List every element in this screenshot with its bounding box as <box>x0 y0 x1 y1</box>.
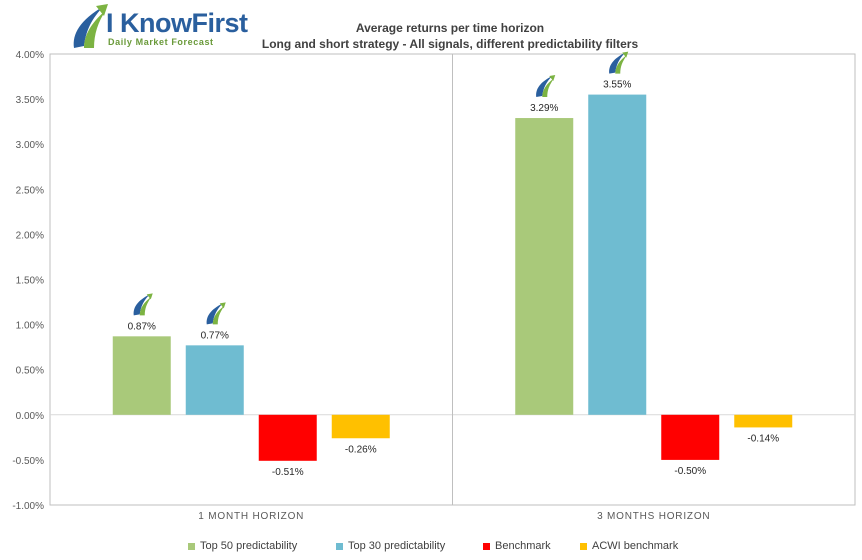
bar <box>588 94 647 415</box>
legend-item: ACWI benchmark <box>580 540 678 552</box>
data-label: -0.26% <box>345 444 377 455</box>
y-tick-label: 4.00% <box>16 50 44 61</box>
legend-label: Top 50 predictability <box>200 540 298 552</box>
y-tick-label: 0.00% <box>16 411 44 422</box>
data-label: 3.55% <box>603 80 631 91</box>
y-tick-label: 3.50% <box>16 95 44 106</box>
bar <box>112 336 171 415</box>
y-tick-label: 2.00% <box>16 230 44 241</box>
y-tick-label: 1.50% <box>16 276 44 287</box>
logo: I KnowFirst Daily Market Forecast <box>68 4 248 52</box>
x-category-label: 3 MONTHS HORIZON <box>597 511 710 522</box>
chart-title-block: Average returns per time horizon Long an… <box>240 20 660 52</box>
legend-label: ACWI benchmark <box>592 540 679 552</box>
legend-swatch <box>580 542 587 550</box>
rising-arrow-icon <box>206 302 226 325</box>
chart-subtitle: Long and short strategy - All signals, d… <box>261 37 639 51</box>
y-tick-label: 3.00% <box>16 140 44 151</box>
legend-label: Top 30 predictability <box>348 540 446 552</box>
legend-item: Top 50 predictability <box>188 540 297 552</box>
bar <box>258 414 317 461</box>
legend-swatch <box>483 542 490 550</box>
chart-title: Average returns per time horizon <box>355 21 545 35</box>
legend-item: Top 30 predictability <box>336 540 445 552</box>
logo-brand: I KnowFirst <box>106 8 248 38</box>
rising-arrow-icon <box>133 293 153 316</box>
rising-arrow-icon <box>609 51 629 74</box>
y-tick-label: -0.50% <box>12 456 44 467</box>
legend-swatch <box>188 542 195 550</box>
logo-arrow-icon <box>73 4 108 48</box>
data-label: 0.77% <box>201 330 229 341</box>
bar <box>331 414 390 439</box>
data-label: 0.87% <box>128 321 156 332</box>
bar <box>734 414 793 428</box>
bar-chart: 4.00% 3.50% 3.00% 2.50% 2.00% 1.50% 1.00% 0.50%… <box>12 50 856 522</box>
bar <box>661 414 720 460</box>
legend-item: Benchmark <box>483 540 551 552</box>
y-tick-label: 0.50% <box>16 366 44 377</box>
chart-legend: Top 50 predictability Top 30 predictabili… <box>0 540 862 556</box>
rising-arrow-icon <box>536 75 556 98</box>
logo-tagline: Daily Market Forecast <box>108 37 214 47</box>
bar <box>515 118 574 415</box>
data-label: -0.50% <box>674 466 706 477</box>
legend-label: Benchmark <box>495 540 551 552</box>
data-label: -0.51% <box>272 467 304 478</box>
y-tick-label: 1.00% <box>16 321 44 332</box>
data-label: 3.29% <box>530 103 558 114</box>
data-label: -0.14% <box>747 433 779 444</box>
y-tick-label: 2.50% <box>16 185 44 196</box>
bar <box>185 345 244 415</box>
legend-swatch <box>336 542 343 550</box>
y-tick-label: -1.00% <box>12 501 44 512</box>
x-category-label: 1 MONTH HORIZON <box>198 511 304 522</box>
